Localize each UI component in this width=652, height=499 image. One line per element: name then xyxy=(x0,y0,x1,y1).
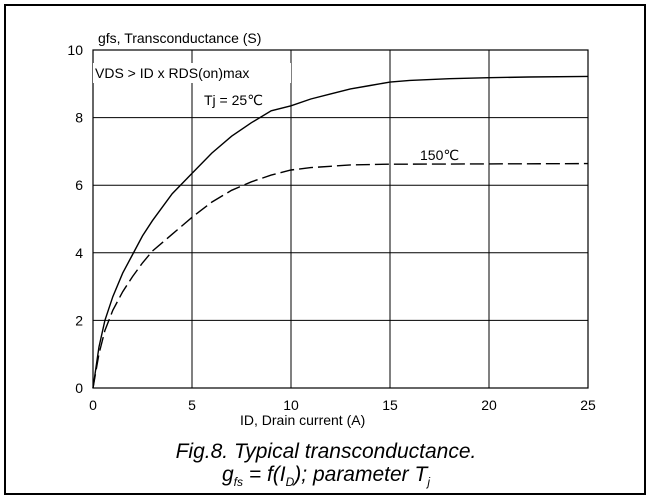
figure-caption: Fig.8. Typical transconductance. xyxy=(0,441,652,462)
formula-sub-fs: fs xyxy=(233,475,244,489)
caption-title: Fig.8. Typical transconductance. xyxy=(175,440,477,463)
y-tick-label: 0 xyxy=(75,380,83,396)
figure-formula: gfs = f(ID); parameter Tj xyxy=(0,463,652,488)
y-tick-label: 10 xyxy=(67,42,83,58)
formula-sub-j: j xyxy=(427,475,431,489)
formula-sub-d: D xyxy=(285,475,295,489)
x-tick-label: 15 xyxy=(382,397,398,413)
condition-backdrop xyxy=(93,63,291,83)
x-tick-label: 0 xyxy=(89,397,97,413)
y-tick-label: 2 xyxy=(75,312,83,328)
y-tick-label: 6 xyxy=(75,177,83,193)
formula-mid: = f(I xyxy=(243,463,286,486)
x-tick-label: 5 xyxy=(188,397,196,413)
y-tick-label: 4 xyxy=(75,245,83,261)
series-group xyxy=(92,75,589,389)
grid-lines xyxy=(92,49,589,389)
series-line-150c xyxy=(92,162,589,389)
x-tick-label: 10 xyxy=(283,397,299,413)
figure-frame xyxy=(4,4,646,495)
formula-g: g xyxy=(221,463,234,486)
tj-25-label: Tj = 25℃ xyxy=(204,92,263,108)
tj-150-label: 150℃ xyxy=(420,147,459,163)
y-tick-label: 8 xyxy=(75,110,83,126)
plot-area-border xyxy=(92,49,589,389)
x-tick-label: 20 xyxy=(481,397,497,413)
condition-annotation: VDS > ID x RDS(on)max xyxy=(95,65,249,81)
x-axis-label: ID, Drain current (A) xyxy=(240,412,365,428)
series-line-25c xyxy=(92,75,589,389)
tick-labels: 0 5 10 15 20 25 0 2 4 6 8 10 xyxy=(67,42,596,413)
y-axis-label: gfs, Transconductance (S) xyxy=(98,30,261,46)
x-tick-label: 25 xyxy=(580,397,596,413)
formula-tail: ); parameter T xyxy=(294,463,428,486)
